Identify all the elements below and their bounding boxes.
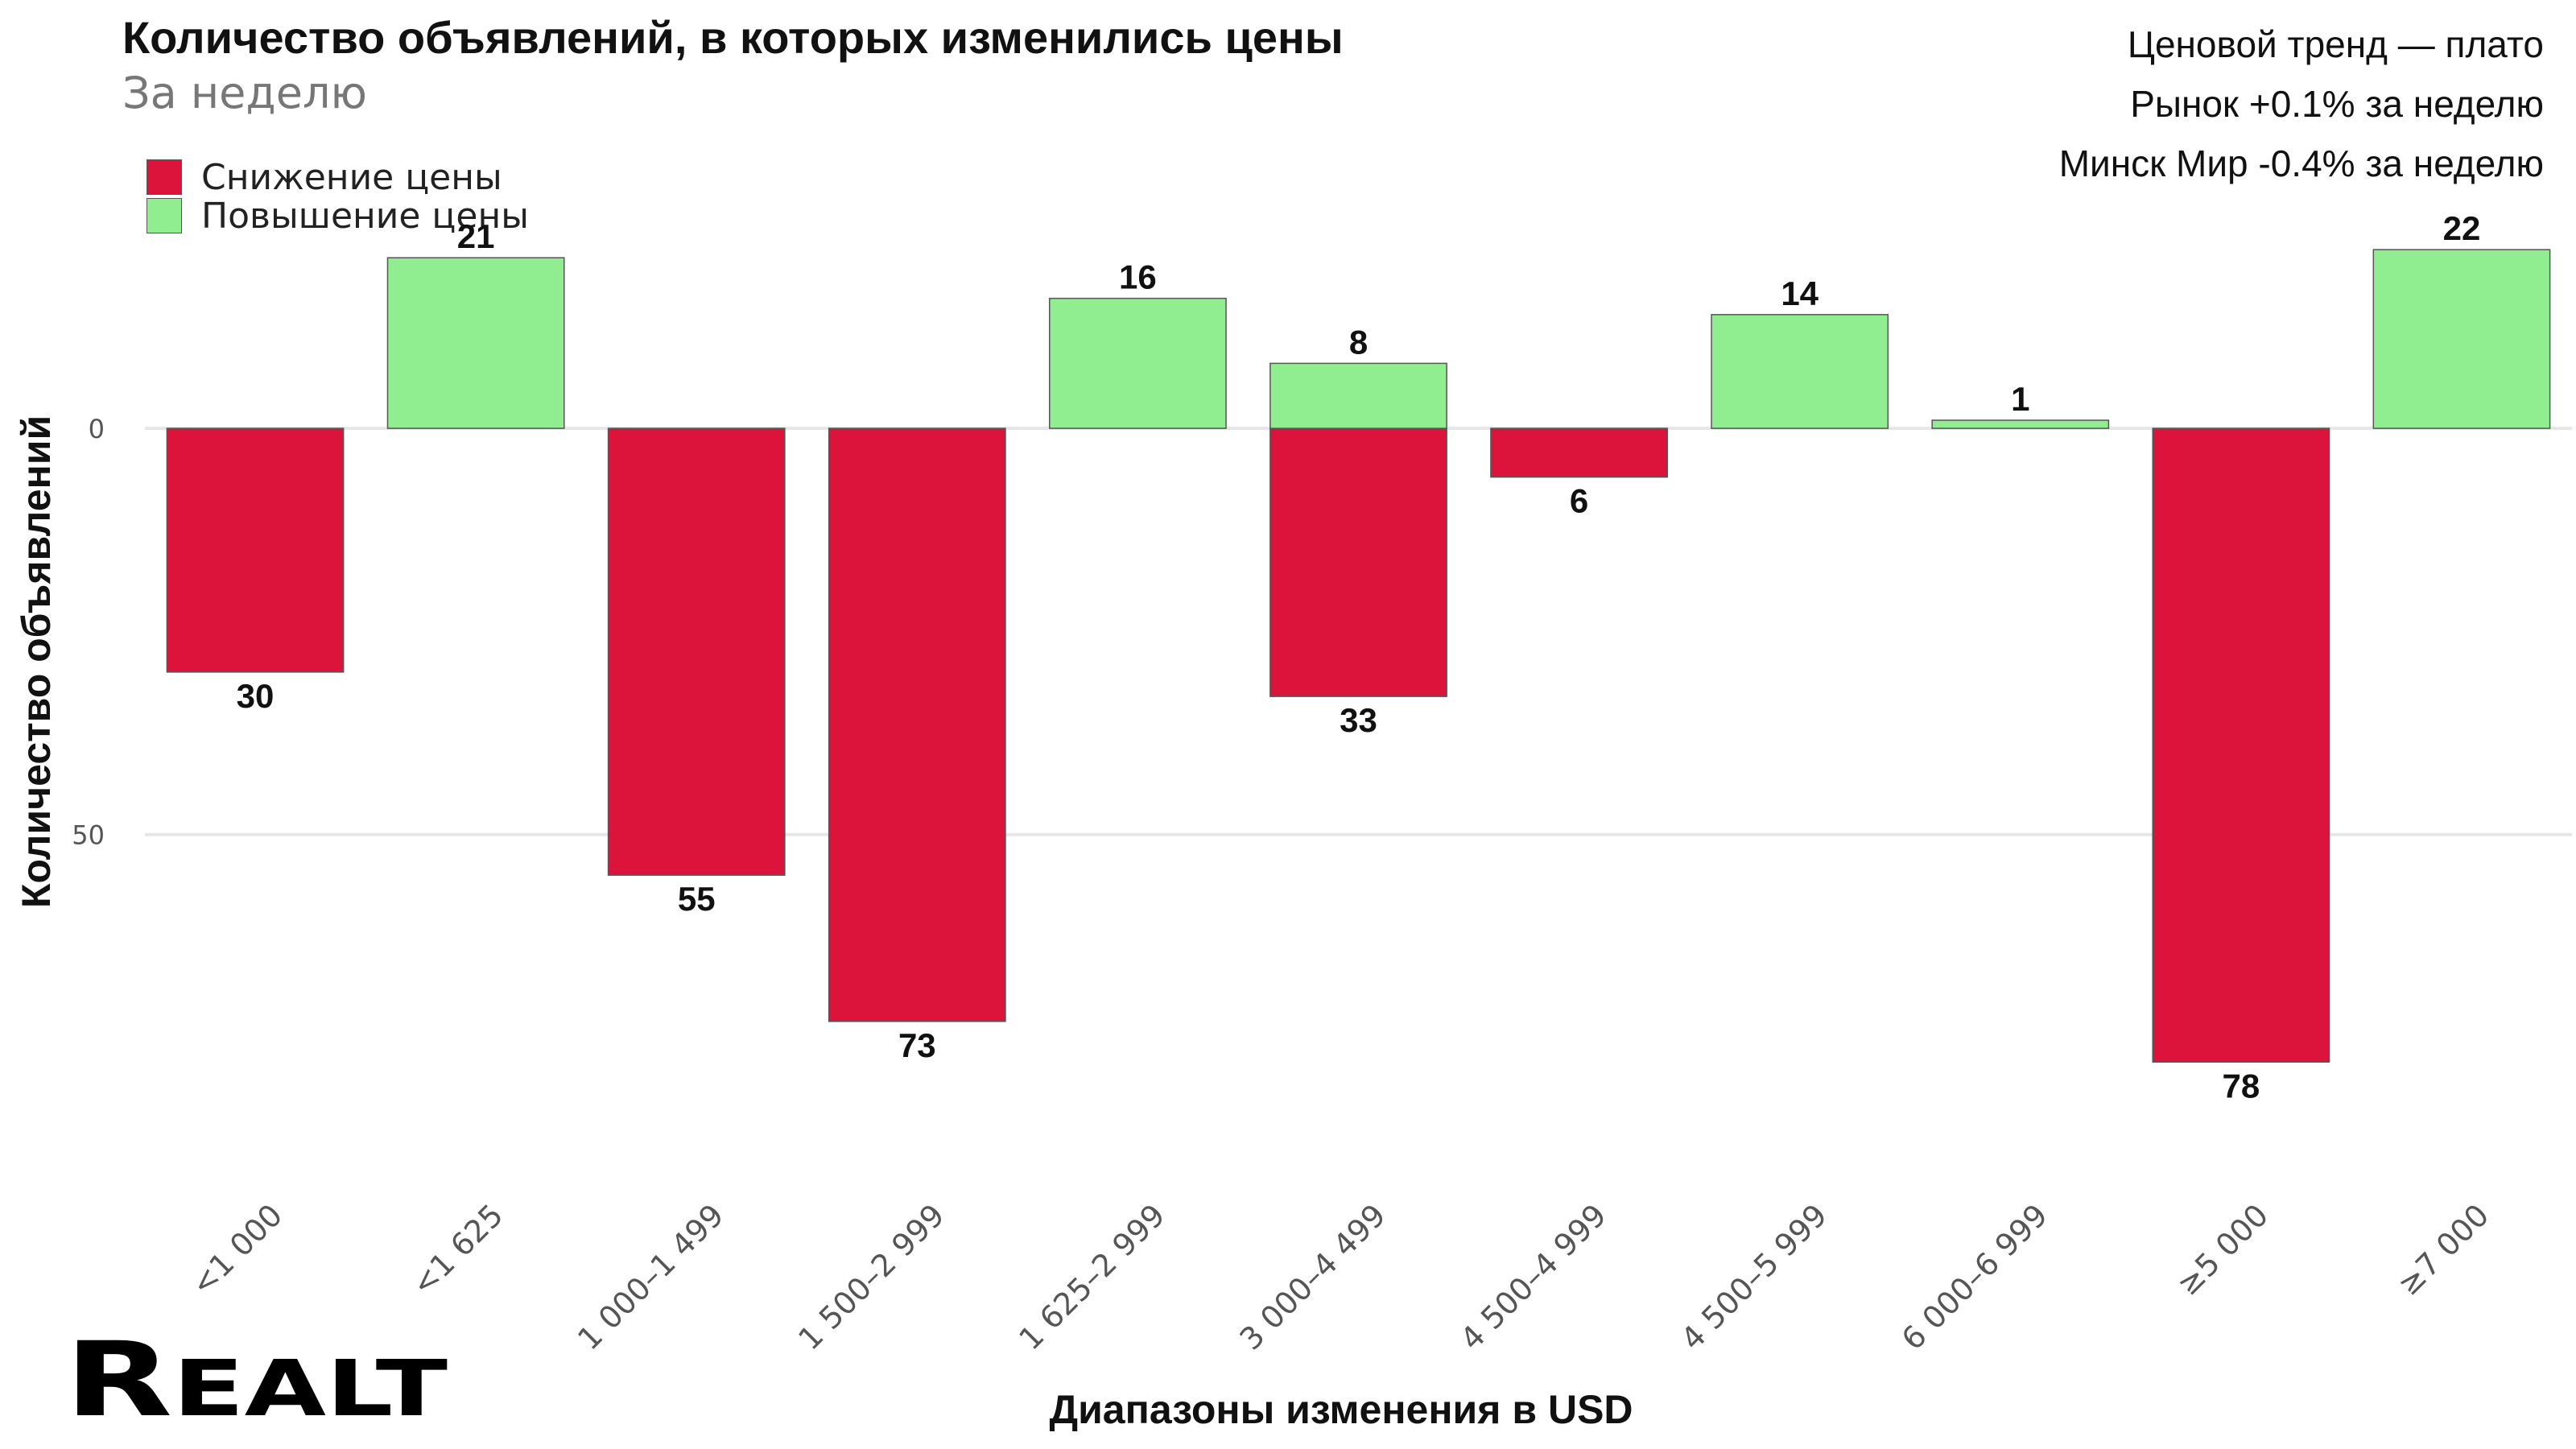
x-tick-label: 4 500–5 999 [1674, 1197, 1834, 1356]
bar-layer [166, 249, 2551, 1063]
legend-label-decrease: Снижение цены [201, 156, 502, 198]
chart-subtitle: За неделю [122, 68, 367, 118]
data-label: 55 [678, 880, 716, 918]
x-tick-label: 1 000–1 499 [571, 1197, 730, 1356]
x-tick-label: <1 000 [184, 1197, 290, 1302]
chart-title: Количество объявлений, в которых изменил… [122, 12, 1344, 63]
data-label: 8 [1349, 323, 1368, 361]
x-axis-title: Диапазоны изменения в USD [1049, 1387, 1633, 1432]
data-label: 33 [1340, 701, 1377, 739]
x-tick-label: 1 625–2 999 [1012, 1197, 1171, 1356]
y-tick-label: 50 [72, 820, 105, 851]
data-label: 16 [1119, 258, 1157, 296]
bar-increase [1931, 419, 2110, 429]
label-layer: 30 55 73 33 6 78 21 16 8 14 1 22 [237, 209, 2481, 1104]
bar-increase [1269, 362, 1447, 429]
legend-swatch-decrease [147, 159, 182, 195]
data-label: 14 [1781, 275, 1818, 312]
x-tick-label: 3 000–4 499 [1232, 1197, 1392, 1356]
data-label: 6 [1570, 482, 1588, 520]
bar-decrease [166, 427, 345, 673]
trend-notes: Ценовой тренд — плато Рынок +0.1% за нед… [2059, 14, 2544, 193]
data-label: 1 [2011, 380, 2029, 418]
bar-decrease [2152, 427, 2330, 1063]
data-label: 21 [457, 217, 495, 255]
bar-decrease [1269, 427, 1447, 697]
bar-increase [1711, 314, 1889, 429]
x-tick-label: 6 000–6 999 [1895, 1197, 2054, 1356]
legend-swatch-increase [147, 198, 182, 233]
legend-item-increase: Повышение цены [147, 195, 529, 237]
data-label: 22 [2443, 209, 2481, 247]
legend-item-decrease: Снижение цены [147, 156, 529, 198]
data-label: 73 [898, 1026, 936, 1064]
realt-logo: R EALT [64, 1325, 448, 1430]
bar-decrease [607, 427, 786, 876]
legend: Снижение цены Повышение цены [147, 156, 529, 237]
y-tick-label: 0 [89, 414, 105, 444]
trend-note: Ценовой тренд — плато [2127, 23, 2544, 65]
bar-increase [386, 257, 565, 429]
x-tick-label: ≥7 000 [2391, 1197, 2496, 1302]
x-tick-label: 4 500–4 999 [1454, 1197, 1613, 1356]
x-tick-label: 1 500–2 999 [791, 1197, 951, 1356]
y-axis-title: Количество объявлений [14, 415, 59, 908]
district-note: Минск Мир -0.4% за неделю [2058, 142, 2544, 184]
legend-label-increase: Повышение цены [201, 195, 529, 237]
data-label: 30 [237, 677, 275, 715]
x-tick-label: <1 625 [405, 1197, 510, 1302]
data-label: 78 [2223, 1067, 2260, 1104]
bar-increase [1049, 297, 1227, 429]
market-note: Рынок +0.1% за неделю [2130, 83, 2544, 125]
bar-increase [2372, 249, 2551, 429]
bar-decrease [1490, 427, 1668, 478]
x-tick-label: ≥5 000 [2170, 1197, 2276, 1302]
bar-decrease [828, 427, 1006, 1022]
